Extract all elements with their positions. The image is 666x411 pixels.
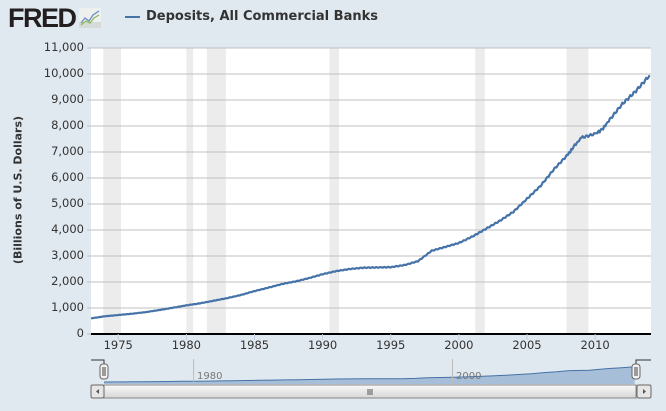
- navigator-label-2000: 2000: [456, 371, 482, 382]
- recession-band: [566, 48, 589, 334]
- plot-background: [91, 48, 651, 334]
- x-tick-label: 1985: [239, 338, 270, 352]
- legend-item[interactable]: Deposits, All Commercial Banks: [125, 9, 378, 24]
- recession-band: [329, 48, 339, 334]
- x-tick-label: 1995: [376, 338, 406, 352]
- y-tick-label: 9,000: [51, 92, 84, 106]
- navigator-handle-right[interactable]: [631, 363, 641, 380]
- navigator-series-area: [104, 366, 635, 384]
- y-tick-label: 6,000: [51, 170, 84, 184]
- data-series-line[interactable]: [90, 74, 651, 320]
- scroll-left-arrow-icon: [96, 389, 99, 394]
- y-tick-label: 2,000: [51, 274, 84, 288]
- scroll-right-arrow-icon: [643, 389, 646, 394]
- fred-logo[interactable]: FRED: [8, 2, 77, 33]
- recession-band: [206, 48, 226, 334]
- recession-band: [103, 48, 121, 334]
- recession-band: [475, 48, 485, 334]
- fred-header: FRED: [8, 2, 101, 33]
- navigator-series-line: [103, 366, 635, 383]
- y-tick-label: 8,000: [51, 118, 84, 132]
- y-tick-label: 5,000: [51, 196, 84, 210]
- navigator-handle-left[interactable]: [99, 363, 109, 380]
- x-tick-label: 1990: [307, 338, 338, 352]
- y-tick-label: 10,000: [43, 66, 84, 80]
- y-tick-label: 3,000: [51, 248, 84, 262]
- x-tick-label: 2005: [512, 338, 542, 352]
- y-tick-label: 7,000: [51, 144, 84, 158]
- y-tick-label: 11,000: [43, 40, 84, 54]
- x-tick-label: 1975: [103, 338, 133, 352]
- line-chart-icon: [78, 8, 101, 28]
- x-tick-label: 2010: [580, 338, 610, 352]
- legend-label: Deposits, All Commercial Banks: [146, 9, 378, 24]
- legend-line-swatch: [125, 15, 140, 18]
- navigator-label-1980: 1980: [197, 371, 223, 382]
- x-tick-label: 1980: [171, 338, 202, 352]
- y-tick-label: 0: [76, 326, 84, 340]
- x-tick-label: 2000: [444, 338, 474, 352]
- y-tick-label: 1,000: [51, 300, 84, 314]
- y-tick-label: 4,000: [51, 222, 84, 236]
- recession-band: [186, 48, 194, 334]
